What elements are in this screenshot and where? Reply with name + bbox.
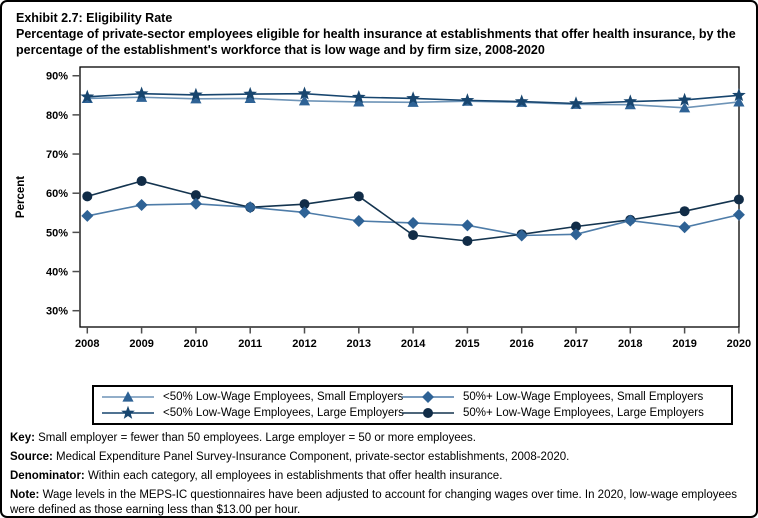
x-tick-label: 2009 (129, 338, 153, 350)
star-marker-icon (460, 93, 475, 107)
footnote-label: Note: (10, 489, 40, 501)
star-marker-icon (134, 86, 149, 100)
triangle-marker-icon (122, 391, 134, 402)
circle-marker-icon (190, 190, 201, 201)
legend-label: <50% Low-Wage Employees, Small Employers (163, 391, 404, 403)
triangle-marker-icon (244, 92, 256, 104)
star-marker-icon (677, 92, 692, 106)
circle-marker-icon (408, 230, 419, 241)
exhibit-title: Exhibit 2.7: Eligibility Rate (16, 11, 173, 25)
footnote-key: Key: Small employer = fewer than 50 empl… (10, 432, 476, 444)
diamond-marker-icon (515, 229, 528, 242)
circle-marker-icon (462, 235, 473, 246)
y-tick-label: 50% (46, 227, 68, 239)
star-marker-icon (80, 89, 95, 103)
diamond-marker-icon (244, 201, 257, 214)
circle-marker-icon (733, 194, 744, 205)
star-marker-icon (189, 87, 203, 101)
footnote-label: Source: (10, 451, 53, 463)
legend-item-star: <50% Low-Wage Employees, Large Employers (100, 405, 404, 421)
diamond-marker-icon (732, 208, 745, 221)
star-marker-icon (121, 405, 135, 419)
diamond-marker-icon (422, 391, 434, 403)
diamond-marker-icon (678, 221, 691, 234)
y-tick-label: 90% (46, 71, 68, 83)
star-marker-icon (243, 86, 258, 100)
x-tick-label: 2014 (401, 338, 426, 350)
x-tick-label: 2015 (455, 338, 479, 350)
star-marker-icon (623, 94, 638, 108)
legend-label: <50% Low-Wage Employees, Large Employers (163, 407, 404, 419)
circle-marker-icon (571, 221, 581, 232)
diamond-marker-icon (298, 206, 311, 219)
diamond-marker-icon (570, 228, 582, 241)
x-tick-label: 2018 (618, 338, 642, 350)
circle-marker-icon (679, 206, 690, 217)
footnote-label: Key: (10, 432, 35, 444)
triangle-marker-icon (353, 96, 365, 107)
legend-item-triangle: <50% Low-Wage Employees, Small Employers (100, 389, 404, 405)
triangle-marker-icon (679, 102, 691, 113)
y-axis-label: Percent (15, 176, 27, 218)
diamond-marker-icon (407, 216, 420, 229)
footnote-denominator: Denominator: Within each category, all e… (10, 470, 503, 482)
star-marker-icon (297, 86, 312, 100)
y-tick-label: 30% (46, 306, 68, 318)
diamond-marker-icon (352, 215, 365, 228)
legend-label: 50%+ Low-Wage Employees, Large Employers (463, 407, 704, 419)
circle-marker-icon (423, 408, 433, 418)
y-tick-label: 40% (46, 267, 68, 279)
star-marker-icon (406, 91, 420, 105)
triangle-marker-icon (298, 94, 311, 106)
footnote-source: Source: Medical Expenditure Panel Survey… (10, 451, 570, 463)
diamond-marker-icon (135, 198, 148, 211)
triangle-marker-icon (733, 96, 745, 107)
star-marker-icon (732, 88, 746, 102)
circle-marker-icon (299, 199, 310, 210)
circle-marker-icon (136, 176, 147, 187)
star-marker-icon (351, 90, 366, 104)
legend-swatch-triangle (102, 391, 154, 402)
y-tick-label: 80% (46, 110, 68, 122)
triangle-marker-icon (407, 96, 419, 107)
x-tick-label: 2016 (509, 338, 533, 350)
x-tick-label: 2017 (564, 338, 588, 350)
x-tick-label: 2013 (347, 338, 371, 350)
legend-swatch-circle (402, 408, 454, 418)
eligibility-line-chart: 30% 40% 50% 60% 70% 80% 90% 2008 2009 2010 2011 201… (15, 66, 751, 350)
diamond-marker-icon (624, 214, 637, 227)
legend-item-diamond: 50%+ Low-Wage Employees, Small Employers (400, 389, 725, 405)
chart-legend: <50% Low-Wage Employees, Small Employers… (92, 385, 733, 425)
x-tick-label: 2012 (292, 338, 316, 350)
title-block: Exhibit 2.7: Eligibility Rate Percentage… (16, 10, 748, 58)
x-tick-label: 2010 (184, 338, 208, 350)
plot-area (79, 66, 740, 328)
legend-swatch-star (102, 405, 154, 419)
y-tick-label: 70% (46, 149, 68, 161)
footnote-label: Denominator: (10, 470, 85, 482)
legend-item-circle: 50%+ Low-Wage Employees, Large Employers (400, 405, 725, 421)
footnote-note: Note: Wage levels in the MEPS-IC questio… (10, 489, 738, 516)
diamond-marker-icon (461, 219, 474, 232)
x-tick-label: 2008 (75, 338, 99, 350)
x-tick-label: 2020 (727, 338, 751, 350)
diamond-marker-icon (189, 197, 202, 210)
star-marker-icon (514, 94, 529, 108)
legend-swatch-diamond (402, 391, 454, 403)
footnotes: Key: Small employer = fewer than 50 empl… (10, 431, 748, 516)
y-tick-label: 60% (46, 188, 68, 200)
diamond-marker-icon (81, 209, 94, 222)
exhibit-subtitle: Percentage of private-sector employees e… (16, 27, 736, 57)
star-marker-icon (569, 96, 583, 110)
x-tick-label: 2011 (238, 338, 262, 350)
x-tick-label: 2019 (672, 338, 696, 350)
circle-marker-icon (82, 191, 93, 202)
legend-label: 50%+ Low-Wage Employees, Small Employers (463, 391, 704, 403)
circle-marker-icon (353, 191, 364, 202)
triangle-marker-icon (190, 93, 202, 104)
